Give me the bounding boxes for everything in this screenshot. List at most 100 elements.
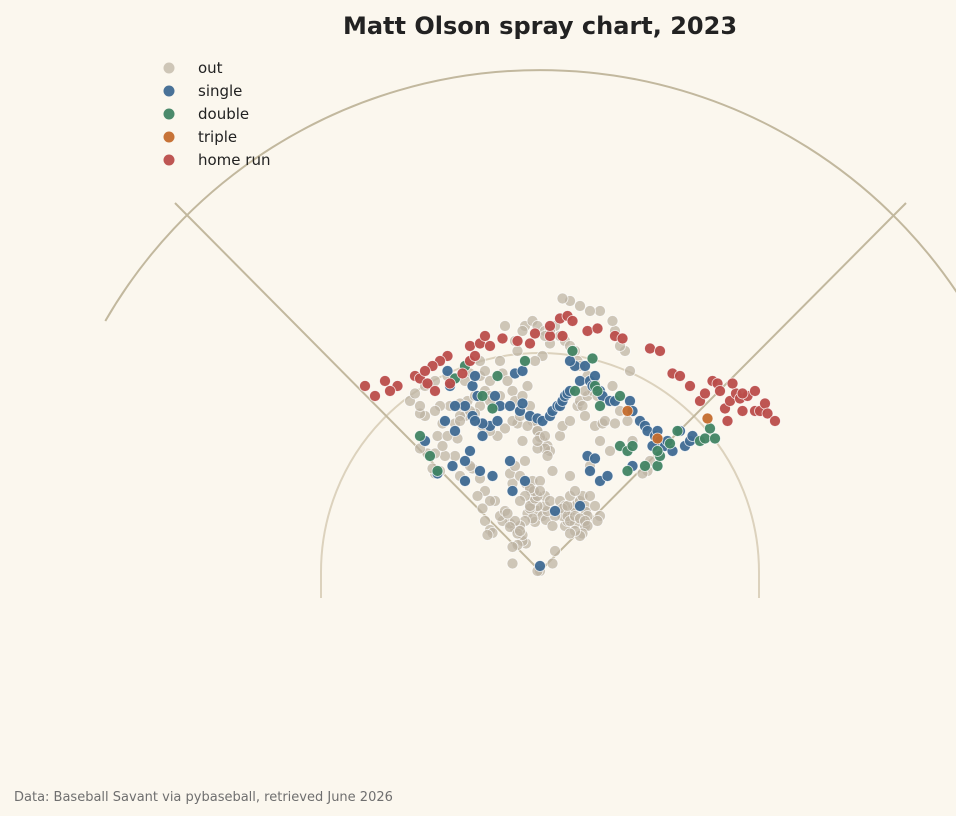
double-point (569, 385, 581, 397)
single-point (491, 415, 504, 427)
home-run-point (644, 342, 656, 355)
double-point (491, 370, 504, 382)
out-point (539, 430, 551, 442)
out-point (431, 430, 444, 442)
home-run-point (684, 380, 696, 392)
triple-point (621, 405, 634, 417)
single-point (589, 370, 601, 382)
single-point (474, 465, 486, 477)
double-point (431, 465, 444, 477)
single-point (519, 475, 531, 487)
single-point (449, 425, 461, 437)
out-point (534, 475, 546, 487)
home-run-point (484, 340, 496, 352)
home-run-point (749, 385, 761, 397)
legend-label-double: double (198, 105, 249, 123)
out-point (454, 415, 466, 427)
out-point (516, 435, 529, 447)
out-point (584, 490, 596, 502)
source-caption: Data: Baseball Savant via pybaseball, re… (14, 790, 393, 805)
home-run-point (544, 330, 556, 342)
single-point (504, 455, 516, 467)
out-point (479, 515, 491, 527)
out-point (594, 435, 606, 447)
out-point (484, 495, 496, 507)
home-run-point (369, 390, 381, 402)
single-point (579, 360, 591, 372)
home-run-point (736, 405, 749, 417)
double-point (664, 437, 676, 450)
out-point (499, 320, 511, 332)
out-point (621, 415, 634, 427)
home-run-point (591, 322, 604, 335)
home-run-point (464, 340, 476, 352)
home-run-point (384, 385, 396, 397)
single-point (534, 560, 546, 572)
home-run-point (714, 385, 726, 397)
double-point (614, 390, 626, 402)
triple-point (651, 432, 664, 445)
out-point (546, 557, 559, 570)
double-point (414, 430, 426, 442)
single-point (466, 380, 479, 392)
home-run-point (544, 320, 556, 332)
legend-marker-single (163, 85, 175, 97)
home-run-point (379, 375, 391, 387)
home-run-point (419, 365, 431, 377)
home-run-point (421, 377, 434, 390)
out-point (549, 545, 561, 557)
legend-marker-double (163, 108, 175, 120)
single-point (459, 475, 471, 487)
home-run-point (759, 397, 771, 410)
single-point (574, 500, 586, 512)
double-point (486, 402, 499, 415)
single-point (504, 400, 516, 412)
single-point (589, 452, 601, 465)
single-point (489, 390, 501, 402)
out-point (521, 380, 534, 392)
double-point (566, 345, 579, 357)
out-point (519, 455, 531, 467)
legend-marker-out (163, 62, 175, 74)
out-point (501, 375, 514, 387)
double-point (519, 355, 531, 367)
out-point (476, 502, 489, 515)
home-run-point (699, 387, 711, 400)
out-point (544, 495, 556, 507)
out-point (606, 380, 619, 392)
single-point (601, 470, 614, 482)
single-point (459, 400, 471, 412)
home-run-point (556, 330, 569, 342)
double-point (586, 352, 599, 365)
home-run-point (524, 337, 536, 350)
out-point (589, 500, 601, 512)
out-point (604, 445, 616, 457)
single-point (469, 370, 481, 382)
double-point (651, 445, 664, 457)
out-point (606, 315, 619, 327)
out-point (521, 420, 534, 432)
legend-label-single: single (198, 82, 242, 100)
home-run-point (581, 325, 594, 337)
single-point (476, 430, 489, 442)
out-point (514, 495, 526, 507)
double-point (651, 460, 664, 472)
legend-marker-home-run (163, 154, 175, 166)
out-point (561, 500, 574, 512)
out-point (506, 385, 519, 397)
single-point (464, 445, 476, 457)
double-point (621, 465, 634, 477)
double-point (591, 385, 604, 397)
single-point (439, 415, 451, 427)
double-point (709, 432, 721, 445)
hit-points (359, 292, 781, 577)
single-point (486, 470, 499, 482)
single-point (441, 365, 454, 377)
out-point (574, 300, 586, 312)
out-point (494, 355, 506, 367)
out-point (564, 470, 576, 482)
single-point (624, 395, 636, 407)
out-point (554, 430, 566, 442)
out-point (439, 450, 451, 462)
double-point (626, 440, 639, 452)
